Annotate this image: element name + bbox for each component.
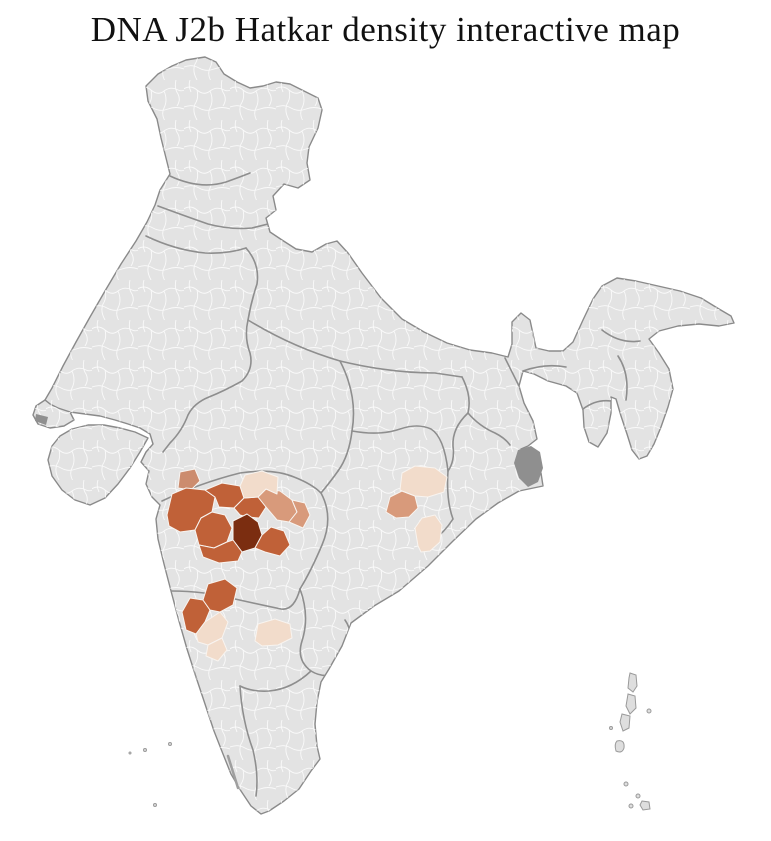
district-lowest-1[interactable] [239, 470, 279, 499]
sundarbans-delta [514, 446, 543, 487]
district-high-5[interactable] [198, 539, 243, 564]
district-lowest-3[interactable] [205, 637, 228, 662]
state-borders [145, 172, 641, 797]
lakshadweep-islands [128, 742, 172, 807]
andaman-nicobar-islands [609, 672, 652, 811]
district-high-8[interactable] [202, 578, 238, 613]
district-lowest-2[interactable] [195, 611, 229, 646]
page-title: DNA J2b Hatkar density interactive map [90, 10, 681, 49]
density-districts [166, 465, 448, 662]
kerala-backwaters [226, 754, 240, 790]
district-high-6[interactable] [254, 526, 291, 557]
district-lowest-6[interactable] [414, 514, 443, 553]
district-lowest-4[interactable] [254, 618, 293, 647]
kutch-inlet [35, 414, 48, 425]
district-medium-3[interactable] [385, 490, 419, 519]
district-medium-2[interactable] [288, 499, 311, 529]
district-lowest-5[interactable] [399, 465, 448, 498]
